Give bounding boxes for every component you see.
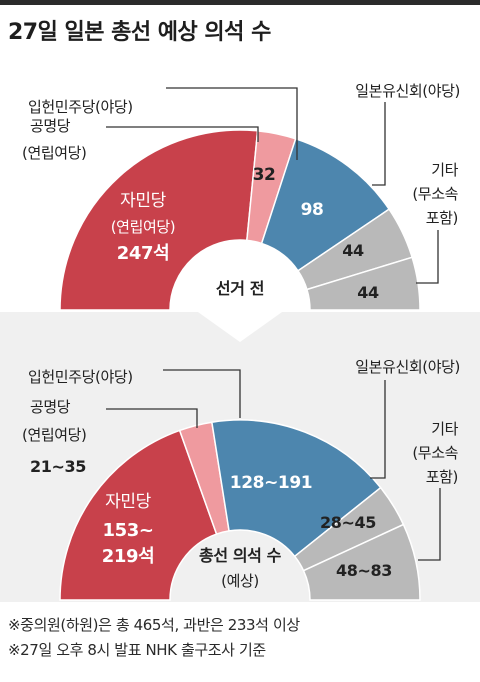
- slice-others: [302, 523, 421, 601]
- footnote-1: ※중의원(하원)은 총 465석, 과반은 233석 이상: [8, 616, 300, 634]
- value-cdp: 98: [301, 200, 324, 220]
- value-others: 48~83: [336, 561, 392, 580]
- label-ishin: 일본유신회(야당): [355, 358, 460, 376]
- slice-ldp: [59, 129, 259, 311]
- value-ishin: 28~45: [320, 513, 376, 532]
- center-label: 선거 전: [216, 279, 264, 298]
- footnotes: ※중의원(하원)은 총 465석, 과반은 233석 이상 ※27일 오후 8시…: [8, 613, 300, 663]
- value-ldp: 153~: [102, 520, 153, 541]
- leader-others: [418, 488, 441, 561]
- value-ldp-sub: (연립여당): [111, 218, 176, 236]
- slice-cdp: [211, 419, 382, 558]
- slice-others: [305, 256, 421, 311]
- footnote-2: ※27일 오후 8시 발표 NHK 출구조사 기준: [8, 641, 266, 659]
- leader-ishin: [372, 102, 386, 186]
- value-others: 44: [357, 283, 379, 302]
- label-komeito-value: 21~35: [30, 457, 86, 476]
- label-komeito-name: 공명당: [30, 117, 71, 135]
- label-cdp: 입헌민주당(야당): [28, 368, 133, 386]
- label-cdp: 입헌민주당(야당): [28, 98, 133, 116]
- label-ishin: 일본유신회(야당): [355, 82, 460, 100]
- top-rule: [0, 0, 480, 5]
- center-sublabel: (예상): [221, 572, 259, 590]
- value-ldp-2: 219석: [102, 546, 155, 567]
- chart-title: 27일 일본 총선 예상 의석 수: [8, 20, 271, 45]
- leader-cdp: [163, 369, 241, 418]
- panel-divider-arrow: [198, 312, 282, 342]
- leader-cdp: [166, 87, 298, 160]
- value-ldp: 247석: [117, 243, 170, 264]
- label-others-name: 기타: [431, 420, 458, 438]
- leader-ishin: [370, 380, 386, 479]
- value-ldp-name: 자민당: [105, 492, 151, 512]
- leader-komeito: [106, 126, 259, 142]
- label-others-name: 기타: [431, 161, 458, 179]
- leader-komeito: [106, 408, 198, 428]
- value-ishin: 44: [342, 241, 364, 260]
- label-others-sub: (무소속: [412, 444, 458, 462]
- chart-before-election: 선거 전 자민당 (연립여당) 247석 32 98 44 44 입헌민주당(야당)공명당 (연립…: [22, 82, 460, 311]
- center-label: 총선 의석 수: [199, 546, 282, 565]
- leader-others: [416, 230, 439, 284]
- label-komeito-sub: (연립여당): [22, 144, 87, 162]
- value-komeito: 32: [253, 165, 276, 185]
- value-ldp-name: 자민당: [120, 191, 166, 211]
- chart-forecast: 총선 의석 수 (예상) 자민당 153~ 219석 128~191 28~45 48~83 입…: [22, 358, 460, 601]
- value-cdp: 128~191: [230, 473, 312, 493]
- slice-ldp: [59, 429, 218, 601]
- label-others-sub2: 포함): [426, 468, 458, 486]
- label-komeito-sub: (연립여당): [22, 426, 87, 444]
- label-komeito-name: 공명당: [30, 398, 71, 416]
- label-others-sub2: 포함): [426, 209, 458, 227]
- label-others-sub: (무소속: [412, 185, 458, 203]
